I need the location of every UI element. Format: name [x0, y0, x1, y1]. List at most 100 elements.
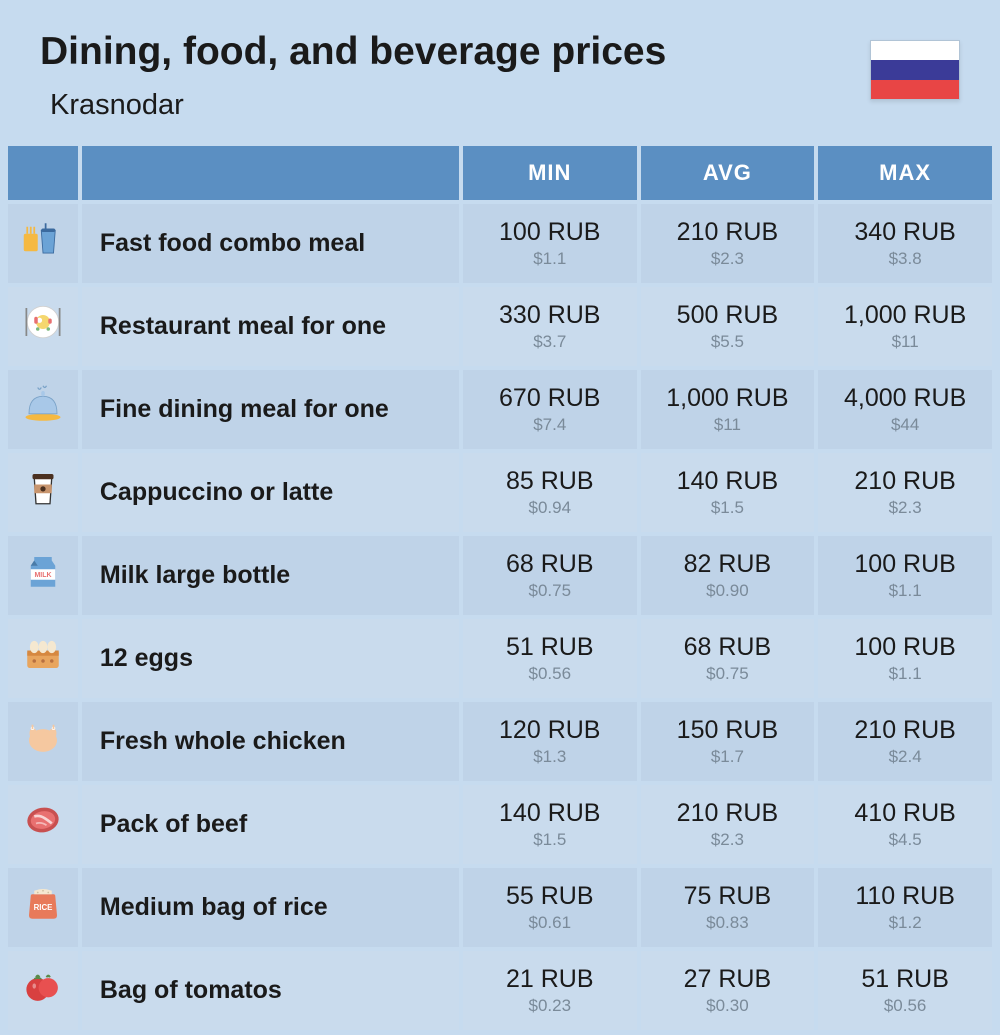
table-row: Fresh whole chicken120 RUB$1.3150 RUB$1.…: [8, 702, 992, 781]
price-usd: $0.56: [828, 996, 982, 1016]
price-avg: 140 RUB$1.5: [641, 453, 815, 532]
price-rub: 210 RUB: [651, 218, 805, 247]
price-rub: 100 RUB: [828, 550, 982, 579]
price-rub: 51 RUB: [828, 965, 982, 994]
price-table: MIN AVG MAX Fast food combo meal100 RUB$…: [4, 142, 996, 1034]
price-usd: $0.83: [651, 913, 805, 933]
col-max: MAX: [818, 146, 992, 200]
col-avg: AVG: [641, 146, 815, 200]
flag-stripe-blue: [871, 60, 959, 79]
svg-text:MILK: MILK: [34, 572, 51, 579]
price-avg: 150 RUB$1.7: [641, 702, 815, 781]
price-rub: 140 RUB: [473, 799, 627, 828]
price-usd: $0.90: [651, 581, 805, 601]
price-rub: 140 RUB: [651, 467, 805, 496]
price-rub: 340 RUB: [828, 218, 982, 247]
price-usd: $5.5: [651, 332, 805, 352]
eggs-icon: [8, 619, 78, 698]
price-min: 120 RUB$1.3: [463, 702, 637, 781]
restaurant-icon: [8, 287, 78, 366]
price-usd: $11: [651, 415, 805, 435]
item-label: Restaurant meal for one: [82, 287, 459, 366]
item-label: 12 eggs: [82, 619, 459, 698]
price-usd: $1.5: [651, 498, 805, 518]
price-usd: $0.56: [473, 664, 627, 684]
price-usd: $0.30: [651, 996, 805, 1016]
price-rub: 68 RUB: [651, 633, 805, 662]
item-label: Fine dining meal for one: [82, 370, 459, 449]
price-usd: $1.2: [828, 913, 982, 933]
price-rub: 1,000 RUB: [651, 384, 805, 413]
price-rub: 120 RUB: [473, 716, 627, 745]
milk-icon: MILK: [8, 536, 78, 615]
beef-icon: [8, 785, 78, 864]
price-rub: 100 RUB: [473, 218, 627, 247]
price-rub: 670 RUB: [473, 384, 627, 413]
price-max: 1,000 RUB$11: [818, 287, 992, 366]
table-row: Bag of tomatos21 RUB$0.23 27 RUB$0.30 51 R…: [8, 951, 992, 1030]
price-usd: $0.94: [473, 498, 627, 518]
price-usd: $1.5: [473, 830, 627, 850]
rice-icon: RICE: [8, 868, 78, 947]
item-label: Bag of tomatos: [82, 951, 459, 1030]
price-usd: $0.61: [473, 913, 627, 933]
price-usd: $11: [828, 332, 982, 352]
price-table-container: MIN AVG MAX Fast food combo meal100 RUB$…: [0, 142, 1000, 1034]
table-row: RICEMedium bag of rice55 RUB$0.6175 RUB$…: [8, 868, 992, 947]
price-usd: $44: [828, 415, 982, 435]
price-usd: $1.1: [828, 664, 982, 684]
price-usd: $1.7: [651, 747, 805, 767]
flag-stripe-white: [871, 41, 959, 60]
price-avg: 210 RUB$2.3: [641, 785, 815, 864]
price-rub: 82 RUB: [651, 550, 805, 579]
table-row: Pack of beef140 RUB$1.5210 RUB$2.3410 RU…: [8, 785, 992, 864]
price-min: 100 RUB$1.1: [463, 204, 637, 283]
price-avg: 68 RUB$0.75: [641, 619, 815, 698]
item-label: Pack of beef: [82, 785, 459, 864]
price-max: 51 RUB$0.56: [818, 951, 992, 1030]
price-avg: 1,000 RUB$11: [641, 370, 815, 449]
price-rub: 210 RUB: [828, 467, 982, 496]
price-rub: 75 RUB: [651, 882, 805, 911]
price-max: 210 RUB$2.3: [818, 453, 992, 532]
price-rub: 51 RUB: [473, 633, 627, 662]
price-max: 100 RUB$1.1: [818, 536, 992, 615]
price-usd: $2.3: [651, 249, 805, 269]
item-label: Fresh whole chicken: [82, 702, 459, 781]
price-rub: 27 RUB: [651, 965, 805, 994]
price-rub: 1,000 RUB: [828, 301, 982, 330]
page-header: Dining, food, and beverage prices Krasno…: [0, 0, 1000, 142]
col-item: [82, 146, 459, 200]
price-usd: $1.3: [473, 747, 627, 767]
price-usd: $7.4: [473, 415, 627, 435]
price-rub: 410 RUB: [828, 799, 982, 828]
page-subtitle: Krasnodar: [50, 89, 666, 122]
price-min: 21 RUB$0.23: [463, 951, 637, 1030]
price-rub: 110 RUB: [828, 882, 982, 911]
price-min: 55 RUB$0.61: [463, 868, 637, 947]
price-rub: 150 RUB: [651, 716, 805, 745]
price-usd: $0.75: [473, 581, 627, 601]
finedining-icon: [8, 370, 78, 449]
table-header-row: MIN AVG MAX: [8, 146, 992, 200]
item-label: Fast food combo meal: [82, 204, 459, 283]
page-title: Dining, food, and beverage prices: [40, 30, 666, 74]
price-max: 210 RUB$2.4: [818, 702, 992, 781]
price-min: 68 RUB$0.75: [463, 536, 637, 615]
chicken-icon: [8, 702, 78, 781]
price-usd: $2.3: [828, 498, 982, 518]
header-text-block: Dining, food, and beverage prices Krasno…: [40, 30, 666, 122]
russia-flag-icon: [870, 40, 960, 100]
table-row: MILKMilk large bottle68 RUB$0.7582 RUB$0…: [8, 536, 992, 615]
price-rub: 100 RUB: [828, 633, 982, 662]
table-row: Fast food combo meal100 RUB$1.1210 RUB$2…: [8, 204, 992, 283]
price-max: 410 RUB$4.5: [818, 785, 992, 864]
price-min: 670 RUB$7.4: [463, 370, 637, 449]
price-usd: $1.1: [473, 249, 627, 269]
price-max: 340 RUB$3.8: [818, 204, 992, 283]
price-rub: 210 RUB: [828, 716, 982, 745]
price-max: 100 RUB$1.1: [818, 619, 992, 698]
price-avg: 210 RUB$2.3: [641, 204, 815, 283]
price-usd: $4.5: [828, 830, 982, 850]
table-row: Fine dining meal for one670 RUB$7.41,000…: [8, 370, 992, 449]
